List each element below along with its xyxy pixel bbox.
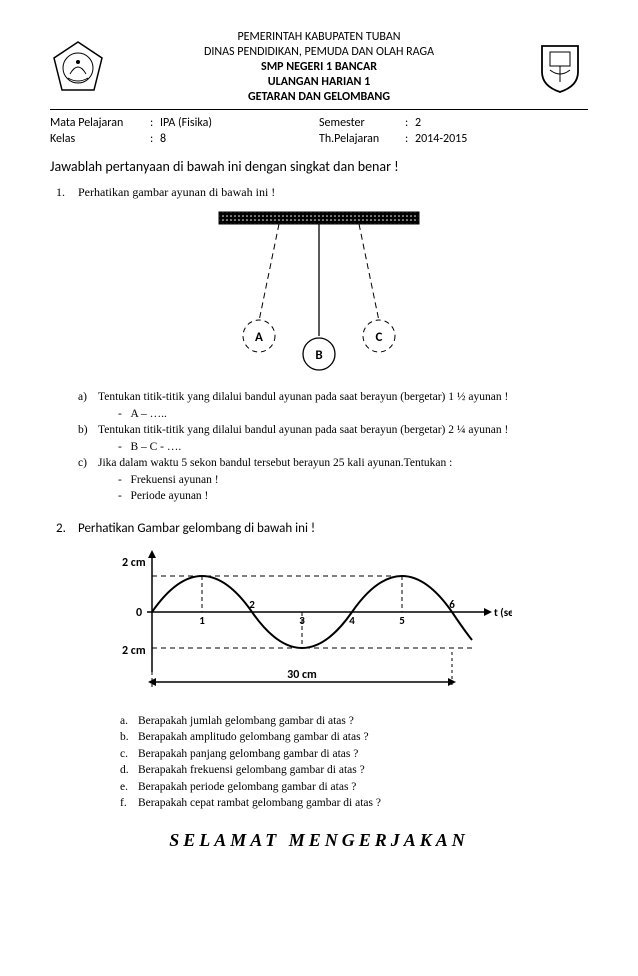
header-line1: PEMERINTAH KABUPATEN TUBAN [106, 30, 532, 45]
y-bottom-label: 2 cm [122, 644, 146, 658]
exam-page: PEMERINTAH KABUPATEN TUBAN DINAS PENDIDI… [0, 0, 638, 871]
header-line4: ULANGAN HARIAN 1 [106, 75, 532, 90]
svg-text:5: 5 [399, 614, 405, 627]
dash-text: A – ….. [130, 408, 166, 420]
label-A: A [255, 330, 263, 345]
svg-text:4: 4 [349, 614, 355, 627]
q2-sub-e: e. Berapakah periode gelombang gambar di… [120, 780, 588, 796]
sub-letter: d. [120, 763, 138, 779]
sub-letter: a. [120, 714, 138, 730]
sub-letter: a) [78, 390, 98, 406]
class-value: 8 [160, 132, 166, 146]
svg-text:1: 1 [199, 614, 205, 627]
svg-text:6: 6 [449, 598, 455, 611]
sub-text: Berapakah cepat rambat gelombang gambar … [138, 796, 381, 812]
colon: : [405, 132, 415, 146]
q1-sub-b: b) Tentukan titik-titik yang dilalui ban… [78, 423, 588, 439]
q2-sub-f: f. Berapakah cepat rambat gelombang gamb… [120, 796, 588, 812]
sub-text: Berapakah jumlah gelombang gambar di ata… [138, 714, 354, 730]
header-text: PEMERINTAH KABUPATEN TUBAN DINAS PENDIDI… [106, 30, 532, 105]
header-line5: GETARAN DAN GELOMBANG [106, 90, 532, 105]
footer-text: SELAMAT MENGERJAKAN [50, 830, 588, 851]
semester-label: Semester [319, 116, 405, 130]
bullet-text: Periode ayunan ! [130, 490, 208, 502]
q2-sub-c: c. Berapakah panjang gelombang gambar di… [120, 747, 588, 763]
y-top-label: 2 cm [122, 556, 146, 570]
q2-sub-b: b. Berapakah amplitudo gelombang gambar … [120, 730, 588, 746]
sub-letter: c) [78, 456, 98, 472]
svg-text:3: 3 [299, 614, 305, 627]
q1-sub-c-b1: - Frekuensi ayunan ! [78, 473, 588, 489]
header-block: PEMERINTAH KABUPATEN TUBAN DINAS PENDIDI… [50, 30, 588, 105]
semester-value: 2 [415, 116, 421, 130]
q1-line: 1. Perhatikan gambar ayunan di bawah ini… [50, 185, 588, 200]
wave-diagram-icon: 2 cm 0 2 cm 1 2 3 4 5 6 t (sekon) 30 cm [92, 542, 512, 702]
colon: : [150, 132, 160, 146]
meta-row-1: Mata Pelajaran : IPA (Fisika) Semester :… [50, 116, 588, 130]
sub-text: Berapakah frekuensi gelombang gambar di … [138, 763, 365, 779]
q1-sub-c-b2: - Periode ayunan ! [78, 489, 588, 505]
meta-row-2: Kelas : 8 Th.Pelajaran : 2014-2015 [50, 132, 588, 146]
colon: : [150, 116, 160, 130]
q1-sub-a-dash: - A – ….. [78, 407, 588, 423]
length-label: 30 cm [287, 668, 317, 682]
meta-subject: Mata Pelajaran : IPA (Fisika) [50, 116, 319, 130]
sub-text: Tentukan titik-titik yang dilalui bandul… [98, 423, 588, 439]
sub-letter: e. [120, 780, 138, 796]
sub-text: Tentukan titik-titik yang dilalui bandul… [98, 390, 588, 406]
header-line3: SMP NEGERI 1 BANCAR [106, 60, 532, 75]
label-C: C [376, 330, 383, 345]
sub-letter: b. [120, 730, 138, 746]
sub-text: Berapakah panjang gelombang gambar di at… [138, 747, 358, 763]
q2-sub-d: d. Berapakah frekuensi gelombang gambar … [120, 763, 588, 779]
dash-text: B – C - …. [130, 441, 181, 453]
svg-text:2: 2 [249, 598, 255, 611]
q1-subs: a) Tentukan titik-titik yang dilalui ban… [78, 390, 588, 505]
subject-value: IPA (Fisika) [160, 116, 212, 130]
q2-figure: 2 cm 0 2 cm 1 2 3 4 5 6 t (sekon) 30 cm [92, 542, 588, 706]
q2-sub-a: a. Berapakah jumlah gelombang gambar di … [120, 714, 588, 730]
label-B: B [315, 348, 322, 363]
shield-logo-icon [538, 42, 582, 94]
year-value: 2014-2015 [415, 132, 467, 146]
header-divider [50, 109, 588, 110]
sub-text: Berapakah periode gelombang gambar di at… [138, 780, 356, 796]
left-logo [50, 40, 106, 96]
q1-sub-a: a) Tentukan titik-titik yang dilalui ban… [78, 390, 588, 406]
bullet-text: Frekuensi ayunan ! [130, 474, 218, 486]
class-label: Kelas [50, 132, 150, 146]
meta-semester: Semester : 2 [319, 116, 588, 130]
pendulum-diagram-icon: A B C [169, 206, 469, 376]
header-line2: DINAS PENDIDIKAN, PEMUDA DAN OLAH RAGA [106, 45, 532, 60]
q1-figure: A B C [169, 206, 469, 380]
right-logo [532, 40, 588, 96]
q2-line: 2. Perhatikan Gambar gelombang di bawah … [50, 521, 588, 536]
y-mid-label: 0 [136, 606, 142, 620]
q1-sub-b-dash: - B – C - …. [78, 440, 588, 456]
sub-letter: c. [120, 747, 138, 763]
instruction-text: Jawablah pertanyaan di bawah ini dengan … [50, 158, 588, 175]
sub-letter: b) [78, 423, 98, 439]
sub-letter: f. [120, 796, 138, 812]
meta-class: Kelas : 8 [50, 132, 319, 146]
q1-sub-c: c) Jika dalam waktu 5 sekon bandul terse… [78, 456, 588, 472]
x-axis-label: t (sekon) [494, 606, 512, 619]
colon: : [405, 116, 415, 130]
sub-text: Berapakah amplitudo gelombang gambar di … [138, 730, 369, 746]
q2-num: 2. [50, 521, 78, 536]
tutwuri-logo-icon [50, 40, 106, 96]
sub-text: Jika dalam waktu 5 sekon bandul tersebut… [98, 456, 588, 472]
year-label: Th.Pelajaran [319, 132, 405, 146]
q2-text: Perhatikan Gambar gelombang di bawah ini… [78, 521, 588, 536]
q2-subs: a. Berapakah jumlah gelombang gambar di … [120, 714, 588, 812]
q1-text: Perhatikan gambar ayunan di bawah ini ! [78, 185, 588, 200]
meta-year: Th.Pelajaran : 2014-2015 [319, 132, 588, 146]
q1-num: 1. [50, 185, 78, 200]
question-1: 1. Perhatikan gambar ayunan di bawah ini… [50, 185, 588, 505]
question-2: 2. Perhatikan Gambar gelombang di bawah … [50, 521, 588, 812]
subject-label: Mata Pelajaran [50, 116, 150, 130]
